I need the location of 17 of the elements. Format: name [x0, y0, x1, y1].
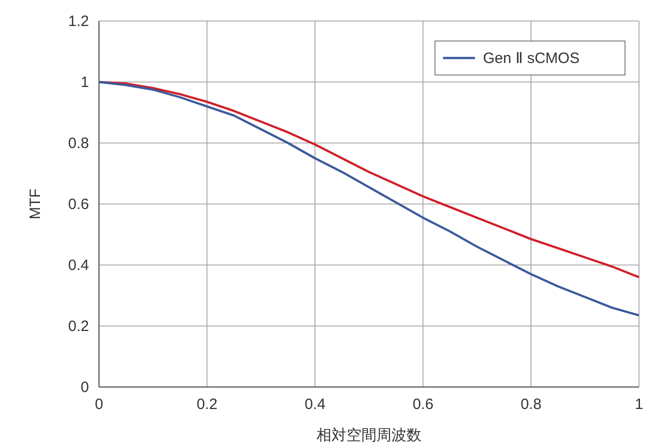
y-tick-label: 0.4	[68, 257, 89, 274]
x-tick-label: 0.4	[304, 396, 326, 413]
x-axis-title: 相対空間周波数	[316, 427, 422, 444]
legend-label: Gen Ⅱ sCMOS	[483, 50, 580, 67]
y-tick-label: 1.2	[68, 13, 89, 30]
y-tick-label: 0	[80, 379, 89, 396]
x-tick-label: 0	[94, 396, 104, 413]
y-tick-label: 0.6	[68, 196, 89, 213]
y-tick-label: 1	[80, 74, 89, 91]
y-tick-label: 0.8	[68, 135, 89, 152]
x-tick-label: 0.2	[196, 396, 218, 413]
x-tick-label: 0.6	[412, 396, 434, 413]
y-axis-title: MTF	[27, 188, 44, 220]
x-tick-label: 1	[634, 396, 644, 413]
x-tick-label: 0.8	[520, 396, 542, 413]
line-series	[98, 80, 640, 316]
y-tick-label: 0.2	[68, 318, 89, 335]
